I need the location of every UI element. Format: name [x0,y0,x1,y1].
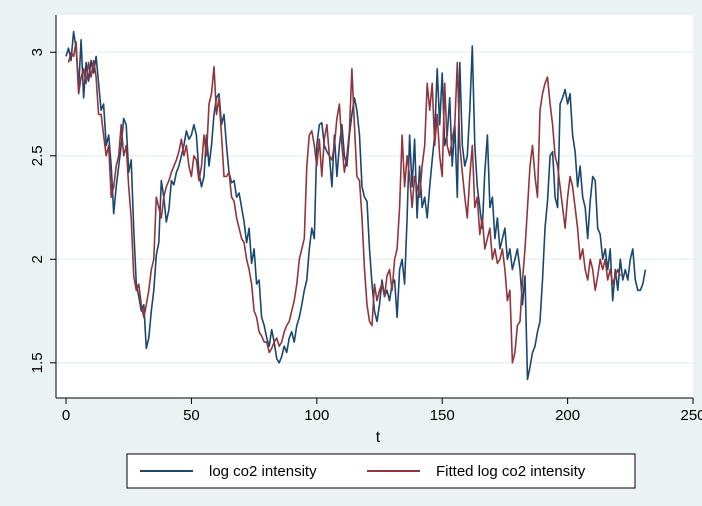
x-tick-label: 250 [680,407,702,424]
series-line-log-co2 [65,30,647,381]
x-tick-label: 100 [304,407,329,424]
legend: log co2 intensity Fitted log co2 intensi… [126,453,636,489]
series-line-fitted [67,41,622,364]
series [65,30,647,381]
x-tick-label: 150 [430,407,455,424]
x-tick-label: 200 [555,407,580,424]
x-tick-label: 50 [183,407,200,424]
y-tick-label: 3 [29,48,46,56]
plot-area [56,15,693,398]
x-tick-label: 0 [62,407,70,424]
legend-label-fitted: Fitted log co2 intensity [436,463,586,480]
legend-label-log-co2: log co2 intensity [209,463,317,480]
y-tick-label: 2.5 [29,145,46,166]
grid [56,51,693,364]
y-tick-label: 2 [29,255,46,263]
x-axis-title: t [376,429,381,446]
y-tick-label: 1.5 [29,352,46,373]
axes: 1.5 2 2.5 3 0 50 100 150 200 250 [29,15,702,424]
